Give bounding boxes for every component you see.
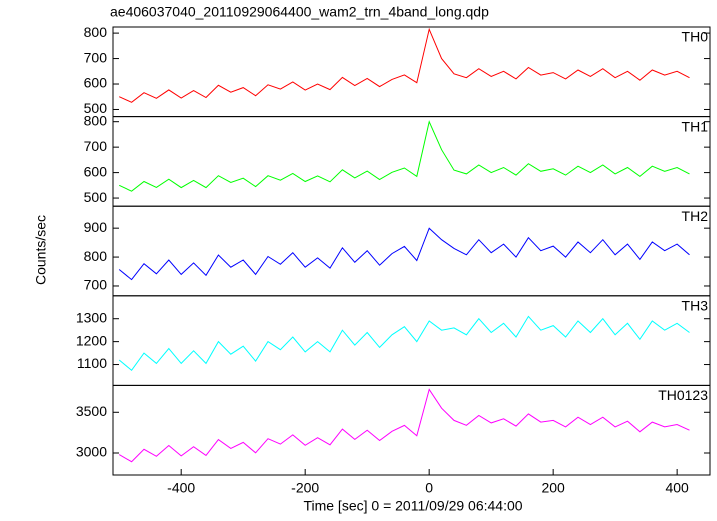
panel-label: TH0123 — [658, 387, 708, 403]
panel-frame — [112, 384, 711, 476]
panel-frame — [112, 295, 711, 386]
panel-label: TH2 — [682, 208, 709, 224]
y-tick-label: 700 — [84, 49, 108, 65]
y-tick-label: 700 — [84, 138, 108, 154]
data-line — [118, 120, 690, 192]
y-tick-label: 600 — [84, 75, 108, 91]
panel-frame — [112, 116, 711, 207]
y-tick-label: 1200 — [76, 332, 107, 348]
panel-frame — [112, 26, 711, 118]
y-tick-label: 3000 — [76, 444, 107, 460]
y-tick-label: 600 — [84, 163, 108, 179]
x-tick-label: 400 — [665, 480, 689, 496]
data-line — [118, 315, 690, 372]
y-tick-label: 800 — [84, 24, 108, 40]
panel-frame — [112, 205, 711, 297]
x-axis-label: Time [sec] 0 = 2011/09/29 06:44:00 — [303, 498, 522, 514]
y-tick-label: 3500 — [76, 403, 107, 419]
y-tick-label: 800 — [84, 248, 108, 264]
chart-title: ae406037040_20110929064400_wam2_trn_4ban… — [110, 4, 489, 20]
y-tick-label: 1100 — [77, 355, 107, 371]
y-tick-label: 500 — [84, 189, 108, 205]
y-tick-label: 900 — [84, 219, 108, 235]
y-tick-label: 800 — [84, 112, 108, 128]
data-line — [118, 388, 690, 463]
panel-label: TH0 — [682, 29, 709, 45]
x-tick-label: -400 — [167, 480, 195, 496]
panel-label: TH3 — [682, 298, 709, 314]
x-tick-label: -200 — [291, 480, 319, 496]
data-line — [118, 27, 690, 103]
panel-label: TH1 — [682, 118, 709, 134]
y-axis-label: Counts/sec — [33, 215, 49, 285]
y-tick-label: 700 — [84, 277, 108, 293]
y-tick-label: 1300 — [76, 309, 107, 325]
y-tick-label: 500 — [84, 100, 108, 116]
data-line — [118, 227, 690, 281]
x-tick-label: 200 — [541, 480, 565, 496]
x-tick-label: 0 — [425, 480, 433, 496]
